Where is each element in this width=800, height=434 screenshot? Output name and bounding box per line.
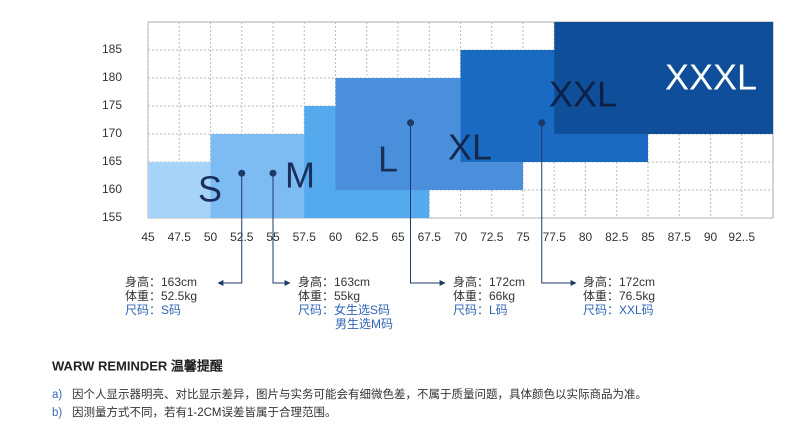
x-tick-label: 92..5 [728, 230, 755, 244]
x-tick-label: 75 [516, 230, 530, 244]
annotation-line: 身高：172cm [583, 274, 655, 289]
annotation-line: 体重：76.5kg [583, 289, 655, 303]
x-tick-label: 67.5 [418, 230, 442, 244]
note-text: 因个人显示器明亮、对比显示差异，图片与实务可能会有细微色差，不属于质量问题，具体… [72, 387, 647, 401]
size-label: XL [448, 127, 492, 168]
leader-line [217, 173, 243, 286]
y-tick-label: 160 [102, 182, 122, 196]
x-tick-label: 80 [579, 230, 593, 244]
y-tick-label: 180 [102, 70, 122, 84]
y-tick-label: 155 [102, 210, 122, 224]
size-label: XXL [549, 74, 617, 115]
size-label: M [285, 155, 315, 196]
data-point [269, 169, 277, 177]
x-tick-label: 62.5 [355, 230, 379, 244]
annotation-line: 身高：172cm [453, 274, 525, 289]
annotation-line: 身高：163cm [125, 274, 197, 289]
size-region [554, 22, 773, 134]
annotation-line: 尺码：S码 [125, 303, 181, 317]
x-tick-label: 45 [141, 230, 155, 244]
y-tick-label: 165 [102, 154, 122, 168]
annotation-line: 身高：163cm [298, 274, 370, 289]
annotation-line: 体重：55kg [298, 289, 360, 303]
x-tick-label: 77.5 [543, 230, 567, 244]
x-tick-label: 60 [329, 230, 343, 244]
x-tick-label: 70 [454, 230, 468, 244]
y-tick-label: 170 [102, 126, 122, 140]
x-tick-label: 85 [641, 230, 655, 244]
x-tick-label: 50 [204, 230, 218, 244]
note-marker: b) [52, 407, 62, 419]
note-text: 因测量方式不同，若有1-2CM误差皆属于合理范围。 [72, 405, 337, 419]
x-tick-label: 47.5 [168, 230, 192, 244]
note-marker: a) [52, 389, 62, 401]
x-tick-label: 72.5 [480, 230, 504, 244]
x-tick-label: 65 [391, 230, 405, 244]
leader-line [272, 173, 291, 286]
annotation-line: 体重：52.5kg [125, 289, 197, 303]
leader-line [410, 122, 446, 286]
size-label: S [198, 169, 222, 210]
reminder-title: WARW REMINDER 温馨提醒 [52, 358, 223, 373]
x-tick-label: 57.5 [293, 230, 317, 244]
y-tick-label: 185 [102, 42, 122, 56]
annotation-line: 尺码：XXL码 [583, 303, 654, 317]
data-point [238, 169, 246, 177]
size-label: L [378, 139, 398, 180]
annotation-line: 男生选M码 [335, 317, 393, 331]
x-tick-label: 87.5 [668, 230, 692, 244]
leader-line [541, 122, 577, 286]
annotation-line: 尺码：L码 [453, 303, 508, 317]
data-point [407, 119, 414, 127]
annotation-line: 体重：66kg [453, 289, 515, 303]
plot: 45 47.5 50 52.5 55 57.5 60 62.5 65 67.5 70 72.5 75 77… [102, 21, 774, 286]
data-point [538, 119, 546, 127]
y-tick-label: 175 [102, 98, 122, 112]
annotation-line: 尺码：女生选S码 [298, 302, 390, 317]
size-label: XXXL [665, 57, 757, 98]
x-tick-label: 90 [704, 230, 718, 244]
x-tick-label: 82.5 [605, 230, 629, 244]
